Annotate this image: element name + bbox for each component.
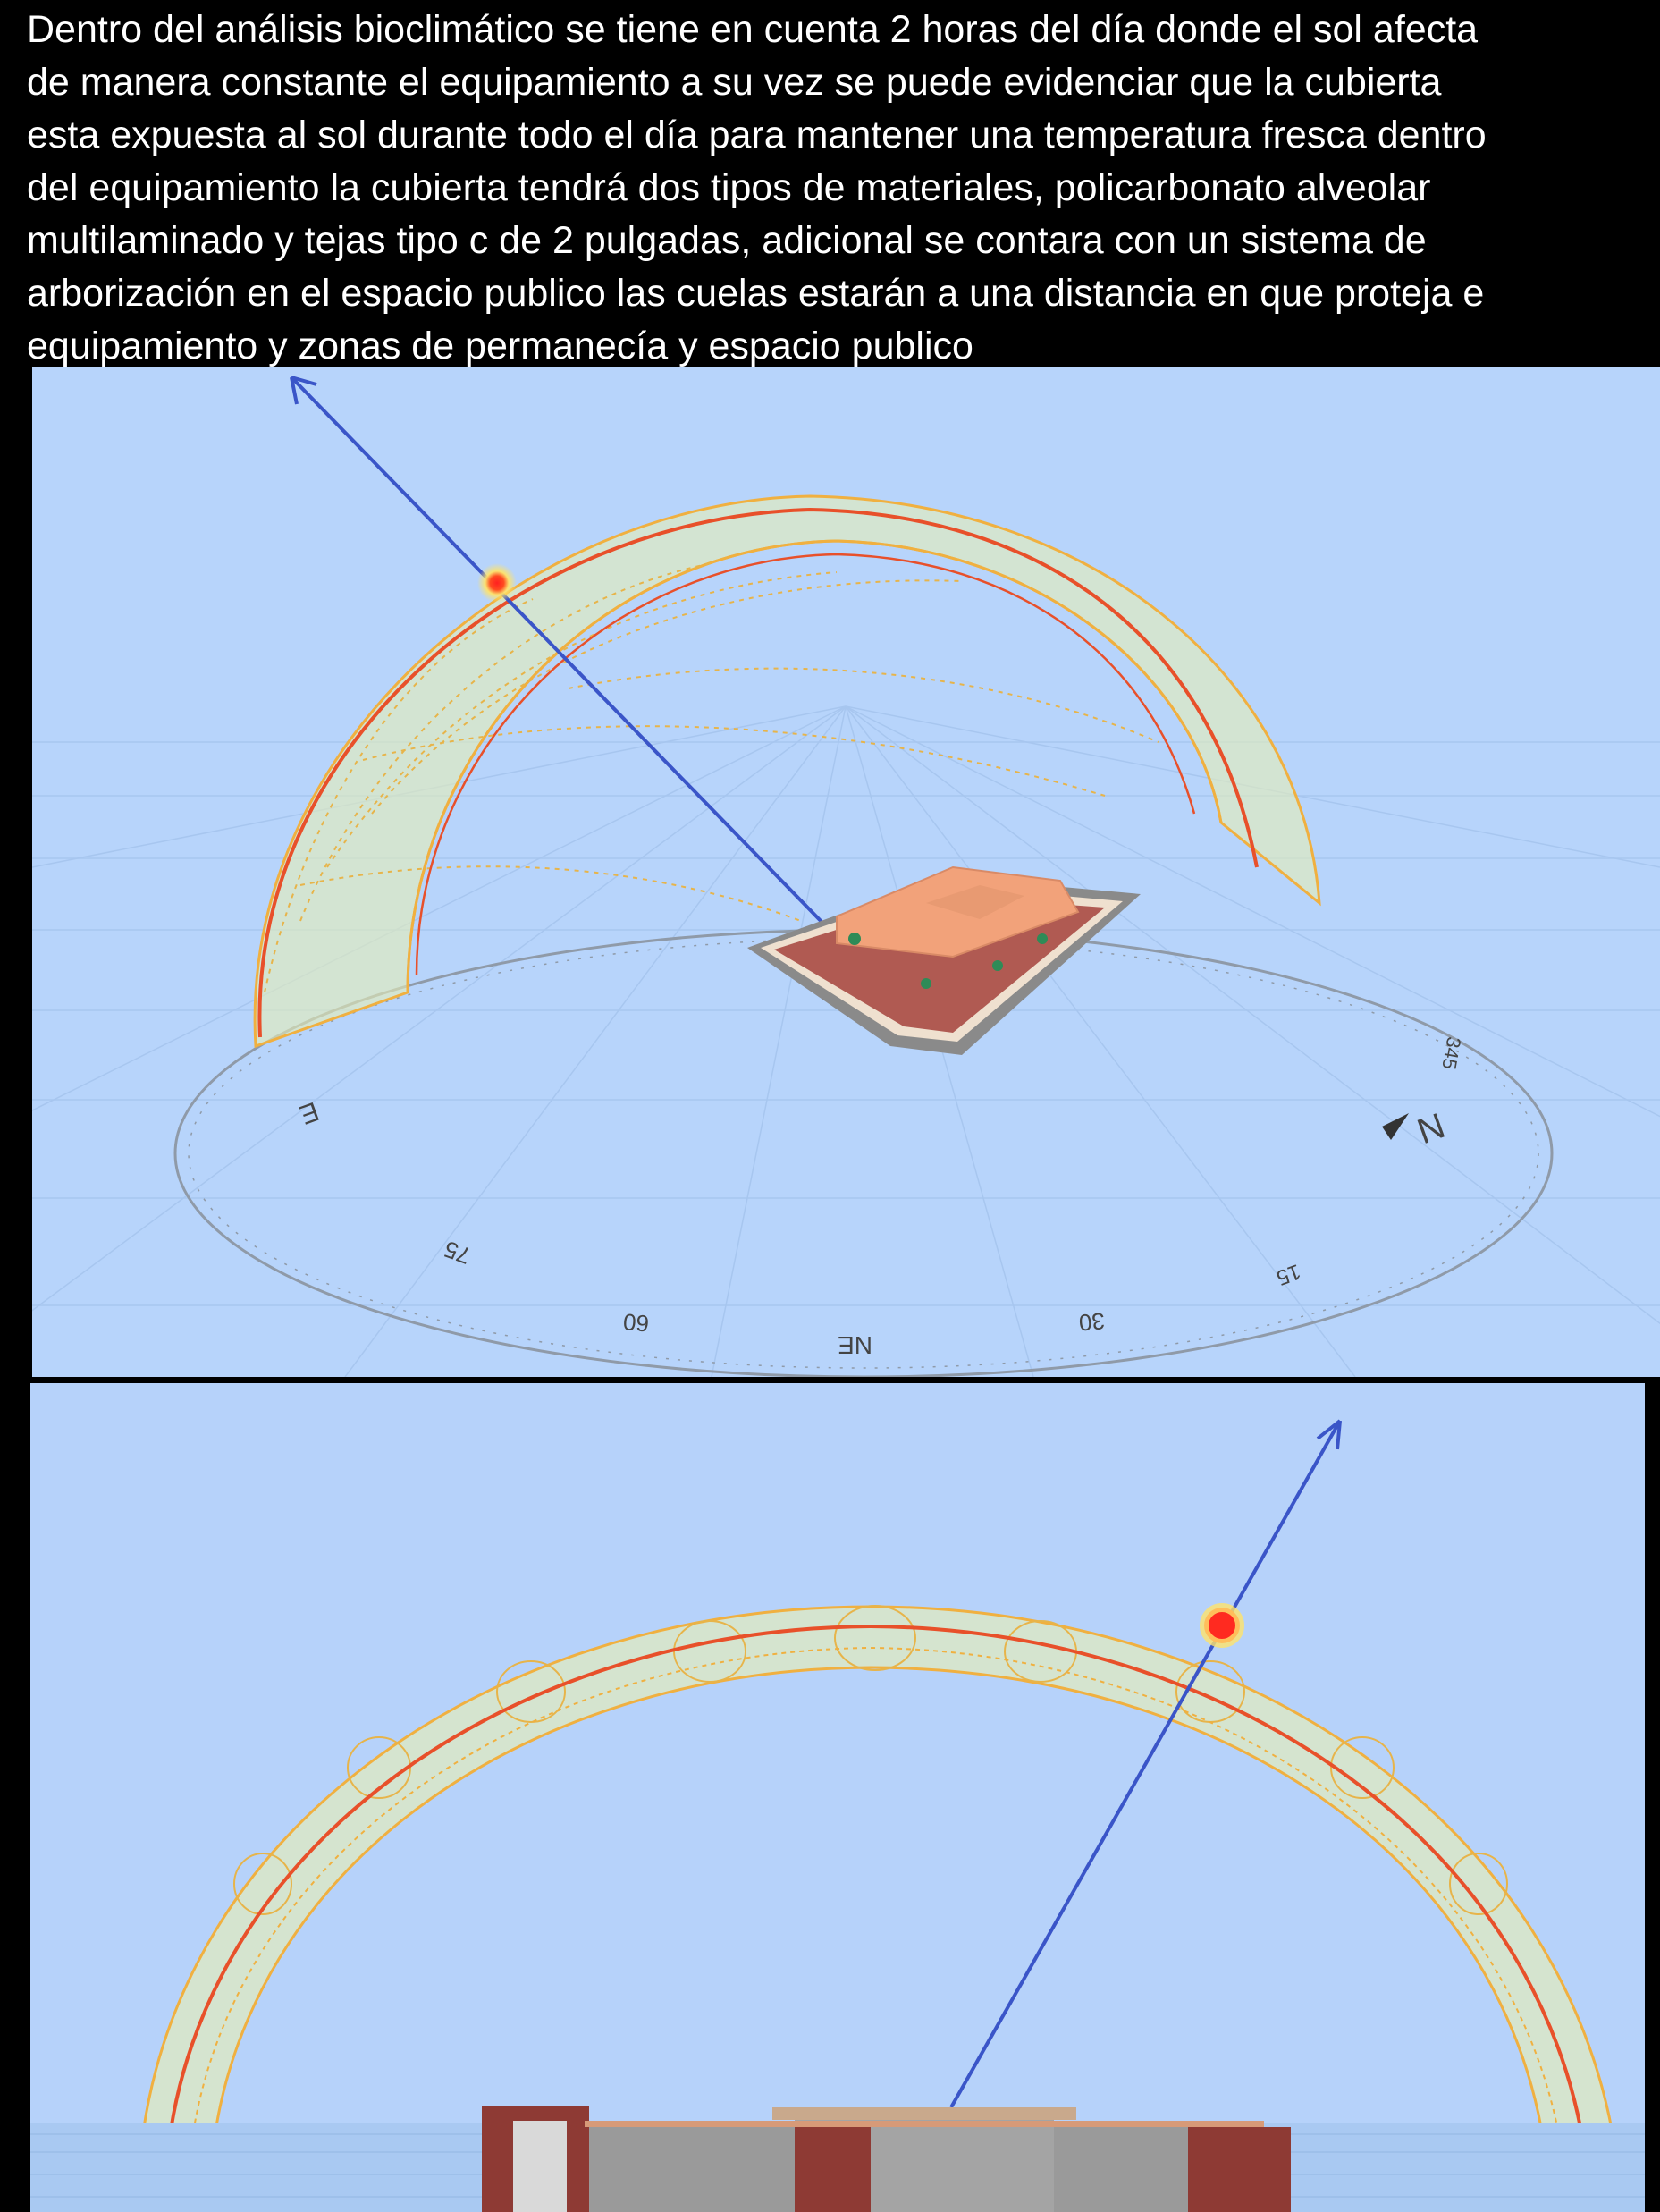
compass-label-60: 60 (622, 1308, 650, 1337)
sun-marker (1200, 1603, 1244, 1648)
north-arrow-icon (1382, 1113, 1409, 1140)
sun-marker (477, 563, 517, 603)
building-model (747, 865, 1141, 1055)
description-line: de manera constante el equipamiento a su… (27, 61, 1442, 104)
sun-path-perspective-svg: N E NE 30 60 75 15 345 (32, 367, 1660, 1377)
sun-path-perspective-view: N E NE 30 60 75 15 345 (32, 367, 1660, 1377)
sun-path-elevation-view (30, 1383, 1645, 2212)
description-line: esta expuesta al sol durante todo el día… (27, 114, 1487, 156)
sun-vector-arrow (949, 1420, 1342, 2108)
sun-path-elevation-svg (30, 1383, 1645, 2212)
sun-path-inner (406, 539, 1223, 993)
description-line: multilaminado y tejas tipo c de 2 pulgad… (27, 219, 1427, 262)
sun-main-arc (257, 507, 1259, 1038)
sun-main-arc (163, 1624, 1592, 2212)
description-line: del equipamiento la cubierta tendrá dos … (27, 166, 1431, 209)
description-line: arborización en el espacio publico las c… (27, 272, 1485, 315)
building-elevation (482, 2106, 1291, 2212)
description-line: equipamiento y zonas de permanecía y esp… (27, 325, 973, 367)
compass-label-30: 30 (1078, 1307, 1106, 1336)
description-line: Dentro del análisis bioclimático se tien… (27, 8, 1479, 51)
sun-vector-arrow (290, 376, 827, 927)
description-text: Dentro del análisis bioclimático se tien… (27, 4, 1660, 373)
compass-label-ne: NE (838, 1331, 872, 1359)
hour-lines (264, 562, 1159, 993)
